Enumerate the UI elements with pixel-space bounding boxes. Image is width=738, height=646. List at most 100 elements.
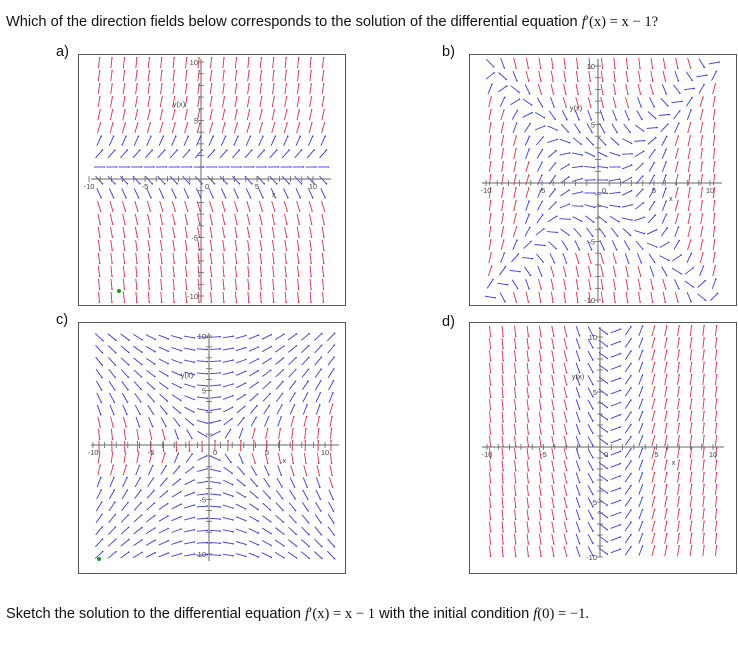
slope-mark <box>321 109 325 121</box>
slope-arrowhead <box>161 249 163 251</box>
direction-field-c: -10 -5 0 5 10 10 5 -5 -10 y(x) x <box>78 322 346 574</box>
slope-arrowhead <box>285 275 287 277</box>
slope-arrowhead <box>302 166 305 168</box>
slope-arrowhead <box>502 408 504 411</box>
slope-mark <box>157 175 166 185</box>
slope-mark <box>302 404 308 415</box>
slope-arrowhead <box>232 543 234 545</box>
slope-mark <box>297 278 300 290</box>
slope-arrowhead <box>100 389 103 391</box>
slope-mark <box>259 70 262 82</box>
slope-mark <box>314 368 322 378</box>
slope-mark <box>235 359 246 364</box>
slope-mark <box>548 201 557 211</box>
slope-mark <box>622 190 632 196</box>
tick-label-ybot: -10 <box>584 296 595 305</box>
slope-mark <box>664 448 668 459</box>
slope-mark <box>587 350 594 361</box>
slope-mark <box>98 278 100 290</box>
slope-mark <box>109 404 115 415</box>
slope-arrowhead <box>141 338 143 341</box>
slope-mark <box>700 226 703 238</box>
slope-mark <box>250 465 257 475</box>
tick-label-ytop: 10 <box>190 58 198 67</box>
slope-mark <box>307 188 314 198</box>
slope-arrowhead <box>592 518 594 520</box>
slope-arrowhead <box>236 236 238 238</box>
slope-mark <box>712 265 716 277</box>
slope-arrowhead <box>606 528 608 531</box>
slope-mark <box>546 231 558 233</box>
slope-arrowhead <box>540 408 542 411</box>
slope-mark <box>510 98 520 106</box>
tick-label-xmin: -10 <box>481 186 492 195</box>
slope-mark <box>317 428 320 440</box>
slope-arrowhead <box>678 337 680 339</box>
tick-label-ybot: -10 <box>187 292 198 301</box>
slope-arrowhead <box>244 496 246 498</box>
slope-arrowhead <box>219 408 221 410</box>
slope-arrowhead <box>715 325 718 327</box>
slope-mark <box>587 109 592 121</box>
slope-mark <box>537 83 542 95</box>
slope-arrowhead <box>149 450 152 452</box>
slope-mark <box>148 416 154 427</box>
slope-mark <box>562 96 567 108</box>
slope-mark <box>248 346 259 352</box>
slope-mark <box>488 239 492 251</box>
slope-mark <box>238 428 244 439</box>
slope-mark <box>321 83 325 95</box>
slope-arrowhead <box>715 545 718 547</box>
slope-mark <box>635 188 644 198</box>
slope-arrowhead <box>704 299 707 301</box>
slope-arrowhead <box>665 93 667 95</box>
slope-mark <box>648 253 656 263</box>
slope-arrowhead <box>703 459 705 462</box>
slope-mark <box>501 338 504 349</box>
slope-arrowhead <box>140 501 142 504</box>
slope-mark <box>309 291 312 303</box>
slope-arrowhead <box>630 533 632 536</box>
slope-mark <box>196 360 208 363</box>
slope-arrowhead <box>489 530 492 533</box>
slope-arrowhead <box>223 275 225 277</box>
slope-mark <box>222 553 234 557</box>
slope-arrowhead <box>515 213 517 215</box>
slope-mark <box>262 393 271 402</box>
slope-arrowhead <box>282 380 284 383</box>
slope-mark <box>183 188 189 198</box>
slope-mark <box>514 448 517 459</box>
slope-mark <box>261 540 272 546</box>
slope-mark <box>184 335 195 339</box>
slope-arrowhead <box>678 496 680 498</box>
slope-arrowhead <box>249 196 252 199</box>
slope-mark <box>221 200 226 212</box>
slope-mark <box>563 484 568 496</box>
slope-mark <box>296 239 300 251</box>
slope-arrowhead <box>578 420 581 423</box>
slope-mark <box>650 291 654 303</box>
slope-arrowhead <box>223 223 226 225</box>
slope-arrowhead <box>193 411 195 413</box>
slope-arrowhead <box>641 325 644 327</box>
slope-arrowhead <box>626 80 629 82</box>
slope-arrowhead <box>295 345 298 347</box>
slope-arrowhead <box>680 254 682 256</box>
slope-arrowhead <box>642 201 645 204</box>
slope-arrowhead <box>539 301 542 303</box>
slope-mark <box>610 487 621 493</box>
slope-arrowhead <box>502 530 504 533</box>
slope-arrowhead <box>101 364 104 367</box>
slope-mark <box>501 187 504 199</box>
slope-mark <box>247 239 250 251</box>
slope-mark <box>624 411 632 422</box>
slope-mark <box>184 492 195 497</box>
slope-mark <box>686 253 692 263</box>
slope-mark <box>702 484 705 496</box>
slope-mark <box>171 540 182 545</box>
slope-mark <box>172 265 175 277</box>
slope-mark <box>316 465 320 476</box>
slope-arrowhead <box>641 459 644 462</box>
slope-arrowhead <box>111 262 113 264</box>
slope-mark <box>272 278 275 290</box>
